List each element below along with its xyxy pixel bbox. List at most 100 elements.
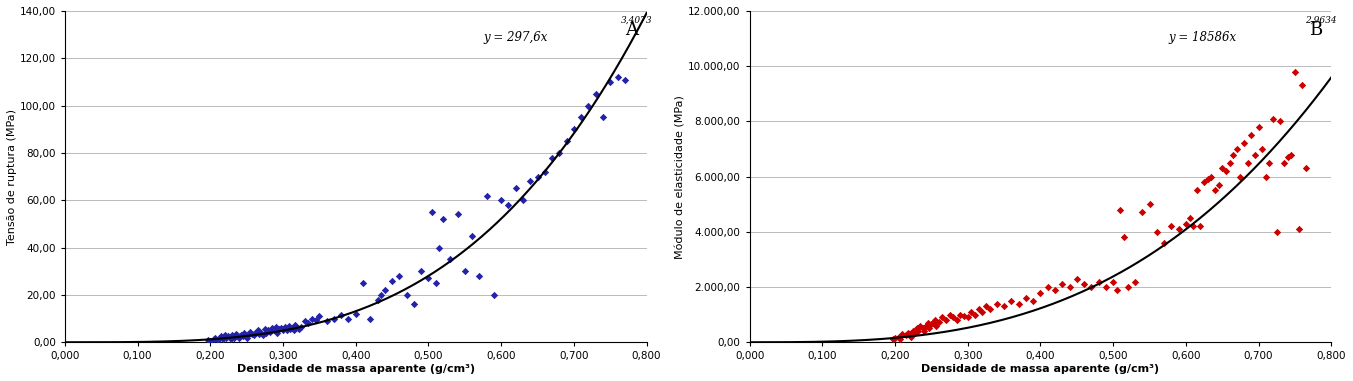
Point	[1193, 179, 1215, 185]
Point	[548, 150, 570, 156]
Point	[1174, 221, 1196, 227]
Point	[1230, 174, 1252, 180]
Point	[1114, 234, 1135, 240]
Point	[599, 79, 621, 85]
Point	[1073, 281, 1095, 287]
Point	[505, 186, 526, 192]
Point	[1241, 132, 1262, 138]
Point	[957, 314, 978, 320]
Point	[889, 336, 911, 342]
Point	[913, 328, 935, 334]
Point	[1146, 229, 1168, 235]
Point	[882, 336, 904, 343]
Point	[915, 323, 936, 329]
Point	[410, 268, 432, 274]
Point	[520, 178, 541, 184]
Text: y = 18586x: y = 18586x	[1169, 31, 1237, 44]
Point	[223, 335, 245, 341]
Point	[896, 332, 917, 338]
Point	[268, 326, 290, 332]
Point	[1000, 298, 1022, 304]
Point	[261, 325, 283, 331]
Point	[490, 197, 511, 203]
Point	[252, 332, 273, 338]
Point	[211, 333, 233, 339]
Point	[1200, 174, 1222, 180]
Point	[284, 322, 306, 328]
Point	[971, 309, 993, 315]
Point	[237, 332, 258, 338]
Point	[917, 320, 939, 326]
Point	[498, 202, 520, 208]
Point	[1095, 284, 1116, 290]
Point	[283, 327, 304, 333]
Point	[1088, 279, 1109, 285]
Point	[606, 74, 628, 80]
Point	[921, 320, 943, 326]
Point	[323, 315, 345, 322]
Point	[288, 326, 310, 332]
Point	[1245, 152, 1266, 158]
Point	[1103, 279, 1124, 285]
Text: 3,4073: 3,4073	[621, 16, 652, 25]
Point	[367, 296, 388, 303]
Point	[1262, 115, 1284, 122]
Point	[204, 335, 226, 341]
Point	[1215, 168, 1237, 174]
Point	[207, 337, 229, 343]
Point	[954, 313, 976, 319]
Point	[986, 301, 1008, 307]
Point	[330, 312, 352, 318]
Point	[229, 335, 250, 341]
Point	[928, 319, 950, 325]
Point	[1105, 287, 1127, 293]
X-axis label: Densidade de massa aparente (g/cm³): Densidade de massa aparente (g/cm³)	[921, 364, 1160, 374]
Point	[1178, 215, 1200, 221]
Point	[534, 169, 556, 175]
Point	[245, 330, 267, 336]
Point	[931, 314, 953, 320]
Point	[260, 328, 281, 335]
Point	[1258, 160, 1280, 166]
Point	[892, 331, 913, 337]
Point	[315, 318, 337, 324]
Point	[388, 273, 410, 279]
Point	[1284, 69, 1306, 75]
Point	[218, 333, 239, 339]
Point	[967, 306, 989, 312]
Point	[563, 126, 584, 132]
Point	[418, 275, 440, 282]
Point	[371, 292, 392, 298]
Point	[950, 312, 971, 318]
Point	[1204, 187, 1226, 194]
Point	[1277, 154, 1299, 160]
Point	[1269, 118, 1291, 125]
Point	[1273, 160, 1295, 166]
Point	[254, 326, 276, 332]
Point	[483, 292, 505, 298]
Point	[338, 315, 360, 322]
Point	[571, 114, 593, 120]
Point	[976, 303, 997, 309]
Point	[1023, 298, 1045, 304]
Point	[222, 332, 244, 338]
Point	[308, 313, 330, 319]
Point	[1015, 295, 1036, 301]
Point	[262, 327, 284, 333]
Point	[1208, 182, 1230, 188]
Point	[432, 216, 453, 222]
Point	[1187, 187, 1208, 194]
Point	[1233, 141, 1254, 147]
Point	[946, 317, 967, 323]
Point	[1219, 160, 1241, 166]
Point	[925, 323, 947, 329]
Point	[287, 325, 308, 331]
Point	[298, 320, 319, 327]
Point	[250, 330, 272, 336]
Text: y = 297,6x: y = 297,6x	[484, 31, 548, 44]
Point	[888, 334, 909, 340]
Point	[373, 287, 395, 293]
Point	[1189, 223, 1211, 229]
Point	[1247, 124, 1269, 130]
Point	[265, 324, 287, 330]
